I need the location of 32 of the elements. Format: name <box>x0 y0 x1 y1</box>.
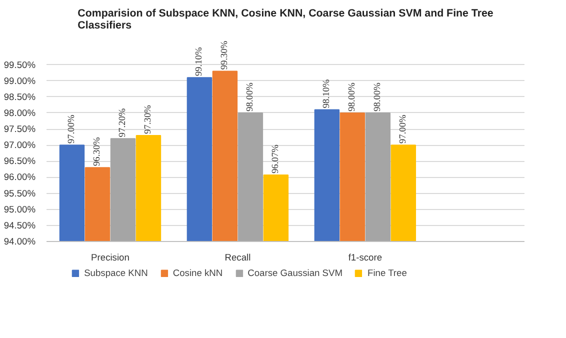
y-tick-label: 94.00% <box>4 236 36 246</box>
y-tick-label: 97.00% <box>4 140 36 150</box>
y-tick-label: 96.50% <box>4 156 36 166</box>
data-label: 99.10% <box>194 47 204 76</box>
y-tick-label: 97.50% <box>4 124 36 134</box>
data-label: 97.00% <box>398 114 408 144</box>
chart-title: Comparision of Subspace KNN, Cosine KNN, Coarse Gaussian SVM and Fine Tree Classifiers <box>78 8 494 32</box>
data-label: 98.10% <box>322 79 332 108</box>
data-label: 99.30% <box>220 40 230 70</box>
x-tick-label: f1-score <box>348 252 382 262</box>
data-label: 97.30% <box>143 104 154 134</box>
y-tick-label: 98.50% <box>4 92 36 102</box>
y-tick-label: 98.00% <box>4 108 36 118</box>
data-label: 98.00% <box>372 82 383 112</box>
data-label: 96.30% <box>92 137 102 166</box>
y-tick-label: 95.00% <box>4 204 36 214</box>
y-tick-label: 99.00% <box>4 76 36 86</box>
x-tick-label: Precision <box>91 252 130 262</box>
legend-label: Fine Tree <box>368 268 407 278</box>
data-label: 98.00% <box>245 82 256 112</box>
data-label: 97.20% <box>118 108 128 138</box>
y-tick-label: 94.50% <box>4 220 36 230</box>
x-tick-label: Recall <box>224 252 251 262</box>
data-label: 96.07% <box>270 144 281 174</box>
data-label: 97.00% <box>66 114 77 144</box>
legend-label: Subspace KNN <box>84 268 148 278</box>
data-label: 98.00% <box>347 82 358 112</box>
legend-label: Coarse Gaussian SVM <box>248 268 343 278</box>
y-tick-label: 99.50% <box>4 60 36 70</box>
legend-label: Cosine kNN <box>172 268 223 278</box>
y-tick-label: 95.50% <box>4 188 36 198</box>
y-tick-label: 96.00% <box>4 172 36 182</box>
